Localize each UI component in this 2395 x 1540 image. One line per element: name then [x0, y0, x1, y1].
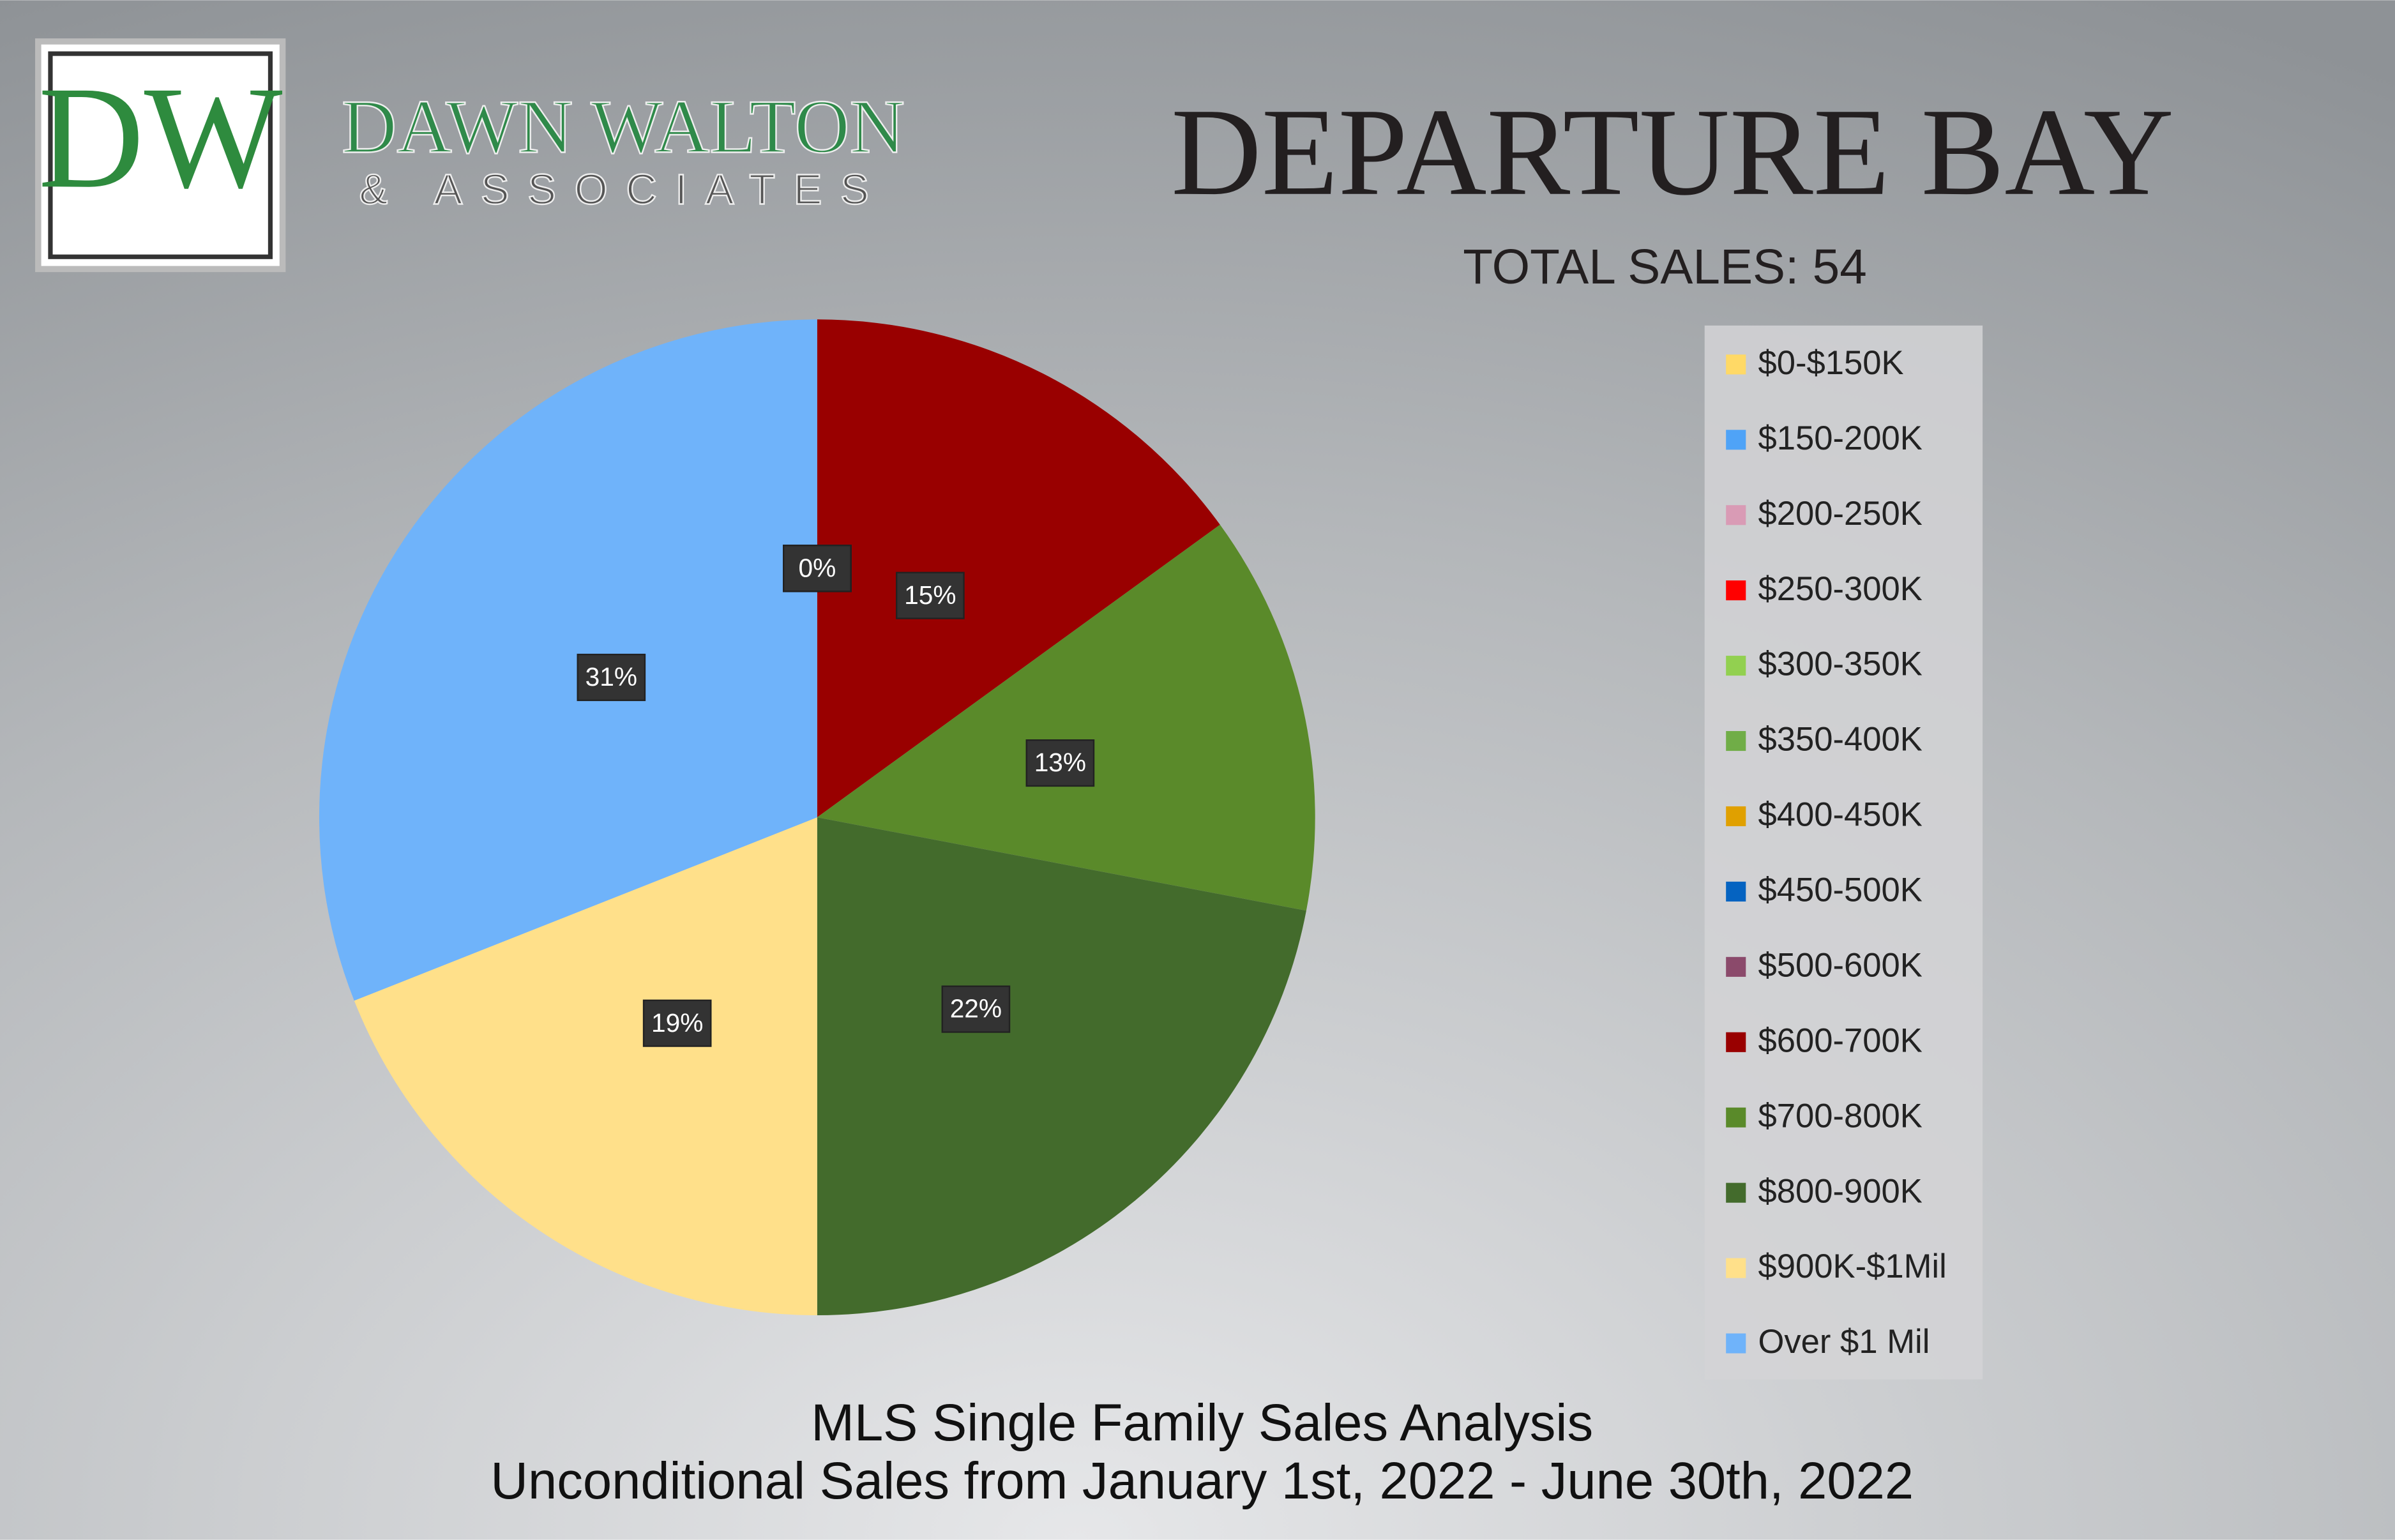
legend-label: $800-900K [1758, 1172, 1922, 1210]
pie-slice [354, 817, 817, 1316]
data-labels: 0%0%0%0%0%0%0%0%0%15%13%22%19%31% [577, 545, 1095, 1047]
logo-monogram: DW [38, 56, 283, 218]
data-label-box [896, 571, 965, 619]
legend-swatch [1726, 806, 1746, 827]
logo-name: DAWN WALTON [342, 84, 905, 169]
legend-swatch [1726, 1032, 1746, 1052]
legend-label: $0-$150K [1758, 344, 1903, 382]
legend-swatch [1726, 505, 1746, 525]
legend-swatch [1726, 656, 1746, 676]
data-label: 13% [1034, 748, 1086, 777]
data-label-box [941, 985, 1011, 1033]
logo-inner-frame [48, 51, 273, 259]
data-label-box [642, 999, 712, 1047]
legend: $0-$150K $150-200K $200-250K $250-300K $300-… [1726, 344, 1947, 1361]
footer-line: MLS Single Family Sales Analysis [811, 1394, 1593, 1452]
data-label: 15% [904, 580, 956, 610]
legend-swatch [1726, 1258, 1746, 1278]
legend-label: $300-350K [1758, 645, 1922, 683]
legend-swatch [1726, 1333, 1746, 1354]
legend-label: $450-500K [1758, 872, 1922, 909]
data-label-box [577, 653, 646, 702]
legend-label: $200-250K [1758, 495, 1922, 532]
legend-swatch [1726, 1107, 1746, 1128]
legend-label: $350-400K [1758, 721, 1922, 759]
pie-slice [817, 319, 1220, 818]
legend-label: $500-600K [1758, 946, 1922, 984]
data-label: 0% [798, 553, 836, 582]
legend-label: $150-200K [1758, 419, 1922, 457]
pie [319, 319, 1315, 1316]
logo-tagline: & ASSOCIATES [359, 165, 887, 213]
legend-swatch [1726, 430, 1746, 450]
legend-label: $250-300K [1758, 570, 1922, 608]
data-label-box [1025, 739, 1095, 787]
legend-label: $900K-$1Mil [1758, 1248, 1946, 1285]
pie-slice [817, 817, 1306, 1316]
pie-slice [319, 319, 817, 1001]
legend-swatch [1726, 881, 1746, 902]
data-label-box [783, 545, 852, 593]
legend-swatch [1726, 354, 1746, 375]
data-label: 31% [586, 662, 637, 691]
data-label: 19% [651, 1008, 703, 1038]
legend-label: $400-450K [1758, 796, 1922, 834]
legend-swatch [1726, 580, 1746, 601]
legend-box [1704, 325, 1983, 1380]
legend-swatch [1726, 1182, 1746, 1203]
data-label: 22% [950, 994, 1002, 1023]
chart-title: DEPARTURE BAY [1171, 83, 2174, 222]
footer-line: Unconditional Sales from January 1st, 20… [490, 1452, 1914, 1510]
legend-label: $600-700K [1758, 1022, 1922, 1059]
logo-frame [35, 38, 286, 273]
legend-label: Over $1 Mil [1758, 1323, 1930, 1361]
pie-slice [817, 524, 1315, 911]
chart-subtitle: TOTAL SALES: 54 [1463, 240, 1867, 294]
legend-swatch [1726, 730, 1746, 751]
legend-label: $700-800K [1758, 1097, 1922, 1135]
legend-swatch [1726, 956, 1746, 977]
